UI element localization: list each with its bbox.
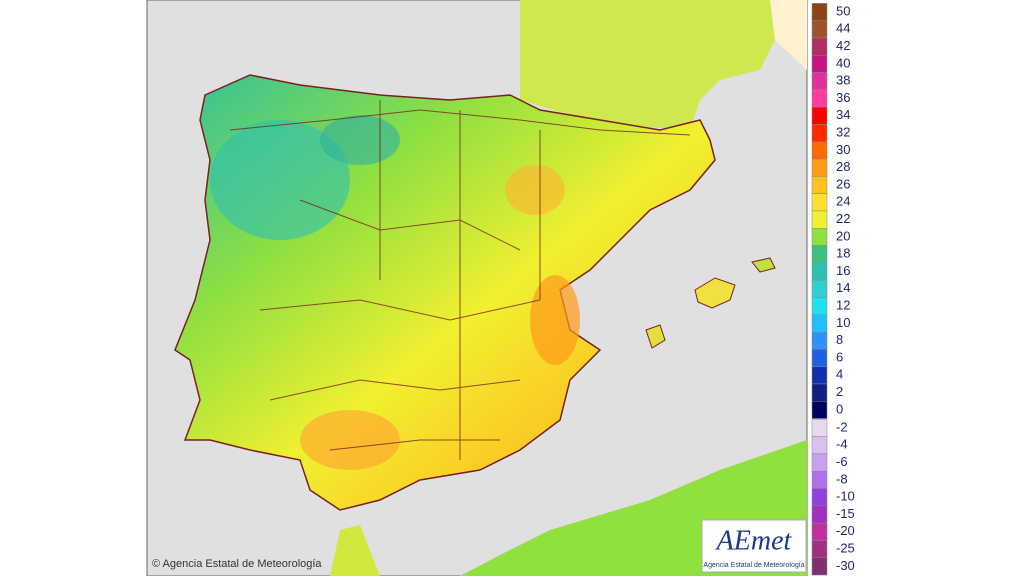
legend-swatch [811, 401, 828, 419]
legend-swatch [811, 331, 828, 350]
legend-swatch [811, 20, 828, 39]
legend-swatch [811, 453, 828, 472]
legend-label: -4 [836, 437, 848, 452]
legend-label: -8 [836, 471, 848, 486]
logo: AEmet [715, 525, 793, 556]
legend-swatch [811, 158, 828, 177]
copyright: © Agencia Estatal de Meteorología [152, 558, 322, 570]
legend-label: -15 [836, 506, 855, 521]
legend-swatch [811, 383, 828, 402]
legend-label: 2 [836, 384, 843, 399]
legend-label: -10 [836, 489, 855, 504]
legend-swatch [811, 106, 828, 125]
legend-swatch [811, 193, 828, 212]
legend-label: -30 [836, 558, 855, 573]
legend-swatch [811, 297, 828, 316]
logo-subtitle: Agencia Estatal de Meteorología [703, 562, 804, 569]
legend-label: 32 [836, 125, 850, 140]
legend-label: 14 [836, 280, 850, 295]
legend-swatch [811, 176, 828, 194]
legend-swatch [811, 436, 828, 455]
legend-label: 36 [836, 90, 850, 105]
legend-label: 22 [836, 211, 850, 226]
legend-swatch [811, 279, 828, 298]
africa-west [330, 525, 380, 576]
legend-swatch [811, 55, 828, 73]
legend-label: -2 [836, 419, 848, 434]
legend-swatch [811, 314, 828, 333]
warm-area [505, 165, 565, 215]
legend-label: -6 [836, 454, 848, 469]
legend-label: 6 [836, 349, 843, 364]
legend-swatch [811, 141, 828, 160]
legend-label: 30 [836, 142, 850, 157]
warm-area [530, 275, 580, 365]
legend-label: 40 [836, 55, 850, 70]
province-borders [229, 100, 691, 460]
legend: 5044424038363432302826242220181614121086… [811, 3, 855, 576]
legend-label: -20 [836, 523, 855, 538]
mallorca [694, 277, 736, 309]
legend-label: 0 [836, 401, 843, 416]
legend-swatch [811, 262, 828, 281]
legend-swatch [811, 505, 828, 524]
legend-swatch [811, 245, 828, 264]
logo-box [701, 519, 807, 573]
legend-label: 16 [836, 263, 850, 278]
legend-swatch [811, 89, 828, 108]
legend-swatch [811, 522, 828, 541]
ibiza [645, 324, 666, 349]
legend-swatch [811, 419, 828, 437]
legend-label: 28 [836, 159, 850, 174]
legend-swatch [811, 471, 828, 489]
legend-swatch [811, 124, 828, 142]
legend-label: 44 [836, 21, 850, 36]
legend-swatch [811, 37, 828, 56]
legend-swatch [811, 228, 828, 246]
legend-label: 42 [836, 38, 850, 53]
cool-area [210, 120, 350, 240]
legend-label: 20 [836, 228, 850, 243]
legend-label: 4 [836, 367, 843, 382]
legend-swatch [811, 488, 828, 507]
legend-label: 34 [836, 107, 850, 122]
legend-label: -25 [836, 541, 855, 556]
warm-area [300, 410, 400, 470]
legend-label: 12 [836, 298, 850, 313]
legend-label: 8 [836, 332, 843, 347]
legend-label: 26 [836, 176, 850, 191]
legend-swatch [811, 366, 828, 385]
legend-label: 18 [836, 246, 850, 261]
legend-swatch [811, 540, 828, 559]
legend-label: 10 [836, 315, 850, 330]
legend-label: 38 [836, 73, 850, 88]
legend-swatch [811, 557, 828, 576]
legend-swatch [811, 210, 828, 229]
legend-swatch [811, 3, 828, 21]
legend-swatch [811, 349, 828, 367]
cool-area [320, 115, 400, 165]
france-east [770, 0, 807, 70]
legend-label: 24 [836, 194, 850, 209]
legend-swatch [811, 72, 828, 91]
menorca [751, 257, 776, 273]
legend-label: 50 [836, 3, 850, 18]
france [520, 0, 775, 130]
